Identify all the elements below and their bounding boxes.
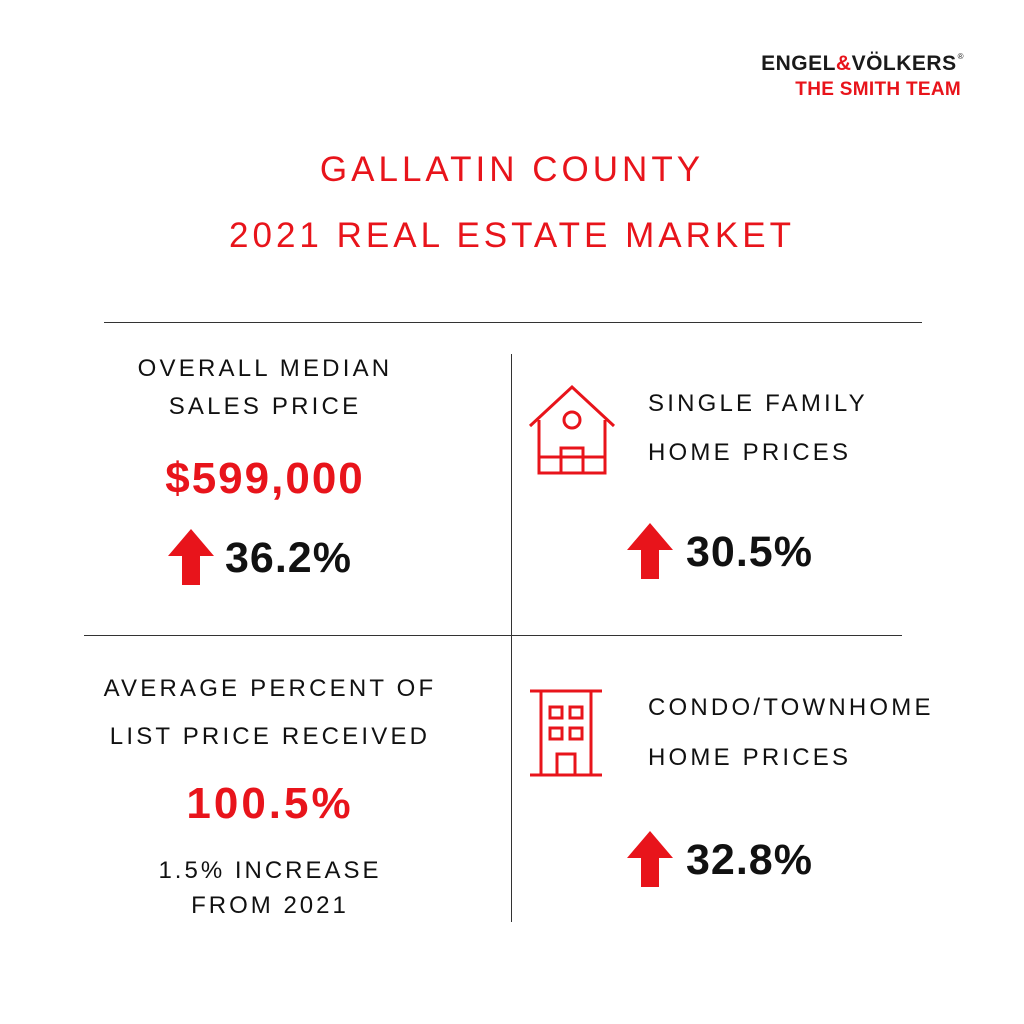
single-family-label-line-1: SINGLE FAMILY bbox=[648, 390, 868, 417]
brand-logo: ENGEL&VÖLKERS® bbox=[761, 52, 964, 76]
title-line-2: 2021 REAL ESTATE MARKET bbox=[229, 216, 795, 255]
title-line-1: GALLATIN COUNTY bbox=[319, 150, 705, 189]
brand-name-right: VÖLKERS bbox=[851, 52, 957, 75]
list-price-value: 100.5% bbox=[186, 779, 354, 828]
center-divider bbox=[511, 354, 512, 922]
median-label-line-2: SALES PRICE bbox=[168, 393, 362, 420]
list-price-label-line-1: AVERAGE PERCENT OF bbox=[103, 675, 437, 702]
condo-label-line-2: HOME PRICES bbox=[648, 744, 852, 771]
condo-label-line-1: CONDO/TOWNHOME bbox=[648, 694, 934, 721]
single-family-change-value: 30.5% bbox=[686, 528, 813, 576]
registered-mark: ® bbox=[957, 52, 964, 61]
brand-ampersand: & bbox=[835, 52, 852, 75]
middle-divider bbox=[84, 635, 902, 636]
up-arrow-icon bbox=[627, 831, 673, 887]
building-icon bbox=[530, 689, 602, 777]
team-name: THE SMITH TEAM bbox=[795, 79, 961, 100]
up-arrow-icon bbox=[168, 529, 214, 585]
list-price-note-line-2: FROM 2021 bbox=[191, 892, 349, 919]
median-change-value: 36.2% bbox=[225, 534, 352, 582]
brand-name-left: ENGEL bbox=[761, 52, 836, 75]
up-arrow-icon bbox=[627, 523, 673, 579]
median-label-line-1: OVERALL MEDIAN bbox=[137, 355, 393, 382]
condo-change-value: 32.8% bbox=[686, 836, 813, 884]
median-price-value: $599,000 bbox=[165, 454, 365, 503]
top-divider bbox=[104, 322, 922, 323]
house-icon bbox=[528, 384, 616, 475]
single-family-label-line-2: HOME PRICES bbox=[648, 439, 852, 466]
list-price-note-line-1: 1.5% INCREASE bbox=[158, 857, 382, 884]
list-price-label-line-2: LIST PRICE RECEIVED bbox=[109, 723, 431, 750]
